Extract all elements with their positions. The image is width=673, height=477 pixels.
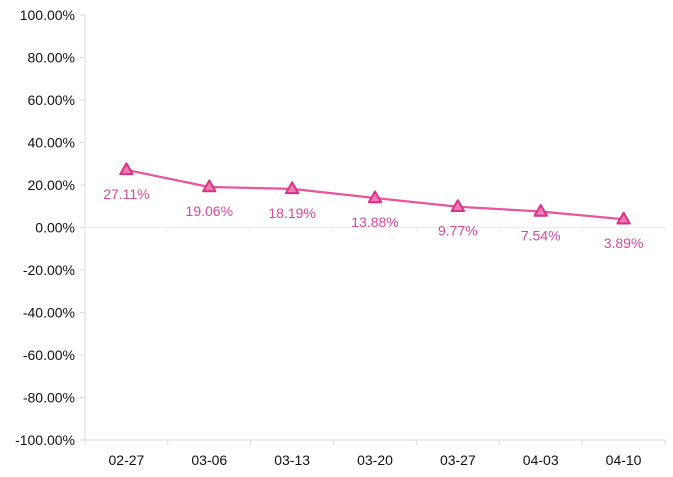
y-tick-label: 40.00% (28, 135, 75, 151)
y-tick-label: 100.00% (20, 7, 75, 23)
data-label: 13.88% (351, 214, 398, 230)
data-label: 3.89% (604, 235, 644, 251)
data-label: 27.11% (103, 186, 149, 202)
data-labels-layer: 27.11% 19.06% 18.19% 13.88% 9.77% 7.54% 3.89% (103, 186, 643, 251)
x-tick-label: 03-13 (274, 452, 310, 468)
y-tick-label: -60.00% (23, 347, 75, 363)
x-tick-label: 03-06 (191, 452, 227, 468)
triangle-marker (119, 162, 134, 176)
data-label: 7.54% (521, 227, 561, 243)
triangle-marker (202, 179, 217, 193)
triangle-marker (450, 199, 466, 212)
triangle-marker (616, 211, 631, 225)
x-axis-ticks: 02-27 03-06 03-13 03-20 03-27 04-03 04-10 (109, 452, 642, 468)
y-axis-ticks: 100.00% 80.00% 60.00% 40.00% 20.00% 0.00% -20.… (15, 7, 85, 448)
triangle-marker (284, 181, 300, 195)
triangle-marker (367, 190, 383, 204)
y-tick-label: -20.00% (23, 262, 75, 278)
data-label: 19.06% (186, 203, 233, 219)
y-tick-label: -100.00% (15, 432, 75, 448)
y-tick-label: 60.00% (28, 92, 75, 108)
data-label: 18.19% (268, 205, 315, 221)
x-tick-label: 03-27 (440, 452, 476, 468)
series-layer (119, 162, 631, 225)
y-tick-label: 20.00% (28, 177, 75, 193)
x-tick-label: 02-27 (109, 452, 145, 468)
x-tick-label: 04-03 (523, 452, 559, 468)
y-tick-label: -40.00% (23, 305, 75, 321)
y-tick-label: 0.00% (35, 220, 75, 236)
triangle-marker (533, 203, 548, 217)
y-tick-label: 80.00% (28, 50, 75, 66)
data-label: 9.77% (438, 223, 478, 239)
y-tick-label: -80.00% (23, 390, 75, 406)
x-tick-label: 03-20 (357, 452, 393, 468)
x-tick-label: 04-10 (606, 452, 642, 468)
